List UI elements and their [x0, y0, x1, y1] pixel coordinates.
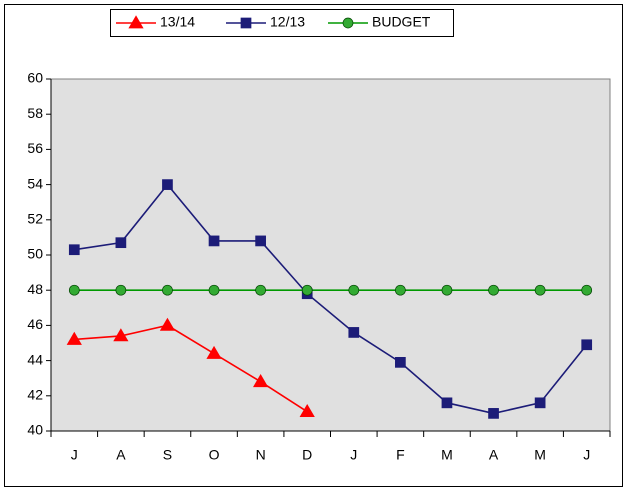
- marker: [208, 284, 220, 296]
- marker: [255, 235, 266, 247]
- marker: [206, 345, 222, 359]
- x-tick-label: N: [256, 447, 266, 463]
- marker: [68, 284, 80, 296]
- y-tick-label: 60: [27, 70, 43, 86]
- x-tick-label: J: [350, 447, 357, 463]
- legend: [110, 9, 454, 37]
- marker: [159, 317, 176, 331]
- marker: [348, 327, 360, 338]
- y-tick-label: 54: [27, 175, 43, 191]
- marker: [342, 17, 354, 29]
- x-tick-label: J: [583, 447, 590, 463]
- x-tick-label: M: [441, 447, 453, 463]
- y-tick-label: 40: [27, 422, 43, 438]
- y-tick-label: 56: [27, 140, 43, 156]
- marker: [534, 397, 546, 409]
- legend-label: 12/13: [270, 14, 305, 30]
- marker: [162, 284, 173, 296]
- y-tick-label: 48: [27, 281, 43, 297]
- x-tick-label: M: [534, 447, 546, 463]
- marker: [253, 374, 269, 388]
- legend-label: 13/14: [160, 14, 195, 30]
- marker: [581, 284, 593, 296]
- marker: [240, 17, 252, 29]
- marker: [299, 403, 315, 417]
- marker: [488, 284, 499, 296]
- plot-area: [50, 78, 611, 432]
- marker: [395, 284, 406, 296]
- series-line: [74, 324, 308, 413]
- y-tick-label: 44: [27, 351, 43, 367]
- y-tick-label: 50: [27, 246, 43, 262]
- marker: [162, 179, 173, 190]
- marker: [128, 15, 144, 29]
- marker: [534, 284, 546, 296]
- marker: [488, 408, 499, 419]
- x-tick-label: D: [302, 447, 312, 463]
- marker: [255, 284, 266, 296]
- marker: [115, 237, 127, 249]
- legend-label: BUDGET: [372, 14, 431, 30]
- x-tick-label: A: [489, 447, 499, 463]
- marker: [395, 357, 406, 368]
- y-tick-label: 52: [27, 211, 43, 227]
- marker: [68, 244, 80, 256]
- marker: [115, 284, 127, 296]
- y-tick-label: 42: [27, 387, 43, 403]
- marker: [441, 284, 453, 296]
- series-line: [74, 183, 588, 415]
- x-tick-label: A: [116, 447, 126, 463]
- marker: [348, 284, 360, 296]
- marker: [581, 339, 593, 351]
- x-tick-label: O: [209, 447, 220, 463]
- marker: [113, 328, 129, 342]
- marker: [441, 397, 453, 409]
- y-tick-label: 46: [27, 316, 43, 332]
- x-tick-label: S: [163, 447, 172, 463]
- y-tick-label: 58: [27, 105, 43, 121]
- x-tick-label: J: [71, 447, 78, 463]
- marker: [208, 235, 220, 247]
- marker: [66, 331, 82, 345]
- x-tick-label: F: [396, 447, 405, 463]
- marker: [301, 284, 313, 296]
